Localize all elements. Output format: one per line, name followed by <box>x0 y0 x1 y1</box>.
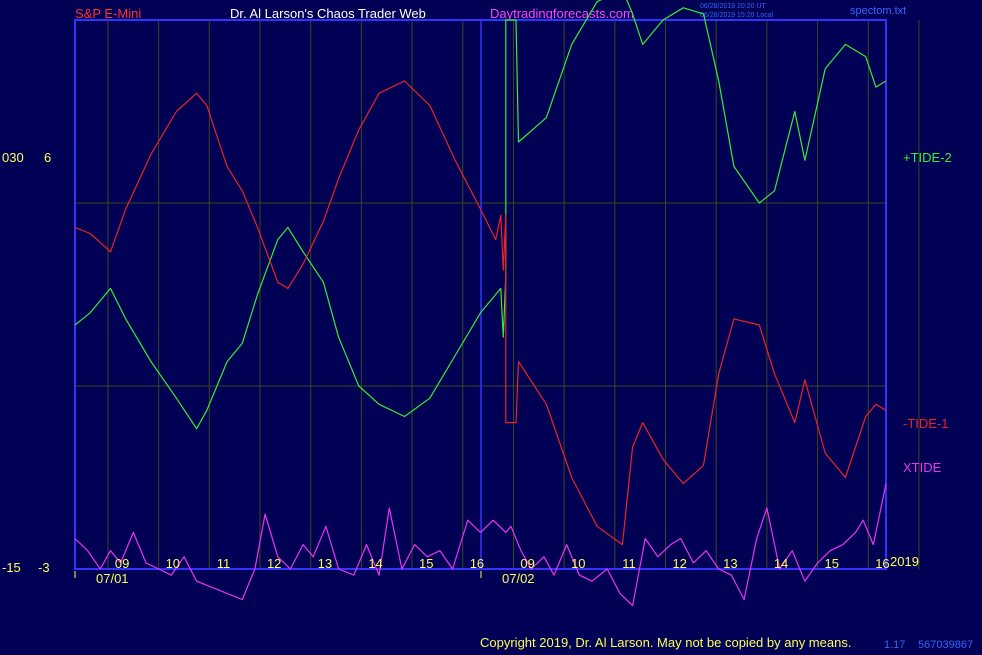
date-label-2: 07/02 <box>502 571 535 586</box>
site-title: Dr. Al Larson's Chaos Trader Web <box>230 6 426 21</box>
right-axis-bottom-label: -3 <box>38 560 50 575</box>
stamp-utc: 06/28/2019 20:20 UT <box>700 3 766 10</box>
hour-tick-label: 09 <box>115 556 129 571</box>
hour-ticks: 09 10 11 12 13 14 15 16 09 10 11 12 13 14 15 16 <box>115 556 890 571</box>
footer-code-a: 1.17 <box>884 639 905 650</box>
left-axis-top-label: 030 <box>2 150 24 165</box>
hour-tick-label: 13 <box>723 556 737 571</box>
copyright-text: Copyright 2019, Dr. Al Larson. May not b… <box>480 635 851 650</box>
legend-tide-minus: -TIDE-1 <box>903 416 949 431</box>
filename-label: spectom.txt <box>850 5 906 17</box>
series-line-xtide <box>74 483 887 607</box>
year-label: 2019 <box>890 554 919 569</box>
hour-tick-label: 12 <box>267 556 281 571</box>
hour-tick-label: 14 <box>368 556 382 571</box>
hour-tick-label: 11 <box>217 556 231 571</box>
hour-tick-label: 10 <box>166 556 180 571</box>
hour-tick-label: 11 <box>622 556 636 571</box>
hour-tick-label: 10 <box>571 556 585 571</box>
hour-tick-label: 16 <box>875 556 889 571</box>
stamp-local: 06/28/2019 15:20 Local <box>700 12 774 19</box>
series-layer <box>74 0 887 607</box>
hour-tick-label: 15 <box>825 556 839 571</box>
hour-tick-label: 16 <box>470 556 484 571</box>
instrument-label: S&P E-Mini <box>75 6 141 21</box>
hour-tick-label: 15 <box>419 556 433 571</box>
legend-tide-plus: +TIDE-2 <box>903 150 952 165</box>
date-label-1: 07/01 <box>96 571 129 586</box>
hour-tick-label: 13 <box>318 556 332 571</box>
website-link[interactable]: Daytradingforecasts.com <box>490 6 634 21</box>
left-axis-bottom-label: -15 <box>2 560 21 575</box>
series-line-tide-plus <box>74 0 887 430</box>
legend-xtide: XTIDE <box>903 460 942 475</box>
hour-tick-label: 14 <box>774 556 788 571</box>
hour-tick-label: 12 <box>672 556 686 571</box>
series-line-tide-minus <box>74 80 887 546</box>
chart-grid <box>75 19 920 570</box>
hour-tick-label: 09 <box>520 556 534 571</box>
footer-code-b: 567039867 <box>918 639 973 650</box>
right-axis-top-label: 6 <box>44 150 51 165</box>
